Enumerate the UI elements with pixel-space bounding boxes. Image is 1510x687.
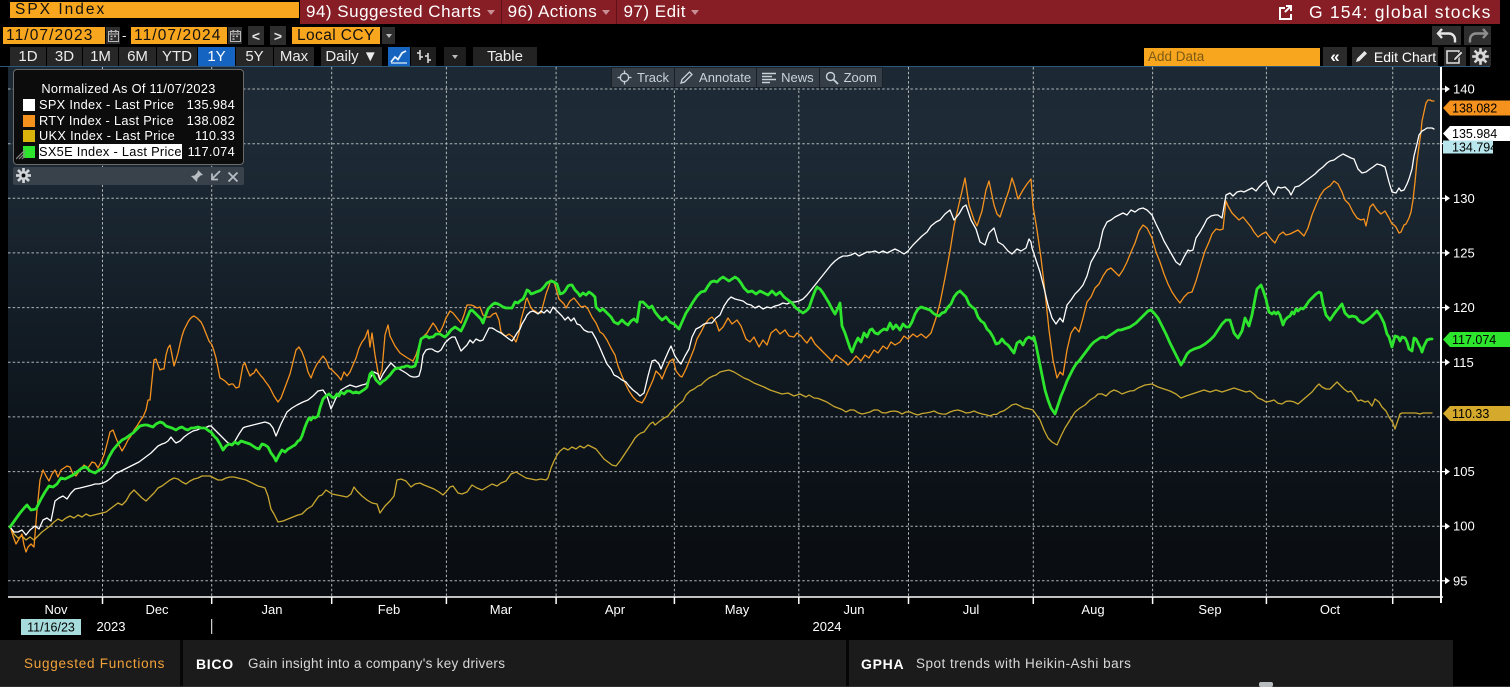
svg-text:140: 140 bbox=[1453, 82, 1475, 97]
svg-text:115: 115 bbox=[1453, 355, 1474, 370]
svg-text:125: 125 bbox=[1453, 245, 1475, 260]
svg-text:138.082: 138.082 bbox=[1452, 102, 1497, 116]
svg-text:Apr: Apr bbox=[605, 602, 626, 617]
svg-text:95: 95 bbox=[1453, 573, 1467, 588]
svg-text:Mar: Mar bbox=[490, 602, 513, 617]
svg-text:Nov: Nov bbox=[44, 602, 68, 617]
svg-text:Feb: Feb bbox=[378, 602, 400, 617]
svg-text:11/16/23: 11/16/23 bbox=[27, 621, 75, 635]
svg-text:2024: 2024 bbox=[813, 619, 842, 634]
svg-text:120: 120 bbox=[1453, 300, 1475, 315]
svg-text:Sep: Sep bbox=[1198, 602, 1221, 617]
svg-text:May: May bbox=[725, 602, 750, 617]
svg-text:110.33: 110.33 bbox=[1452, 407, 1489, 421]
svg-text:135.984: 135.984 bbox=[1452, 127, 1497, 141]
svg-text:Jun: Jun bbox=[844, 602, 865, 617]
svg-text:Jan: Jan bbox=[262, 602, 283, 617]
svg-text:117.074: 117.074 bbox=[1452, 333, 1496, 347]
svg-text:Aug: Aug bbox=[1081, 602, 1104, 617]
svg-text:Jul: Jul bbox=[963, 602, 980, 617]
svg-text:2023: 2023 bbox=[97, 619, 126, 634]
svg-text:Dec: Dec bbox=[145, 602, 169, 617]
svg-text:130: 130 bbox=[1453, 191, 1475, 206]
svg-text:100: 100 bbox=[1453, 519, 1475, 534]
svg-text:134.794: 134.794 bbox=[1452, 141, 1497, 155]
svg-text:105: 105 bbox=[1453, 464, 1475, 479]
svg-text:Oct: Oct bbox=[1320, 602, 1341, 617]
